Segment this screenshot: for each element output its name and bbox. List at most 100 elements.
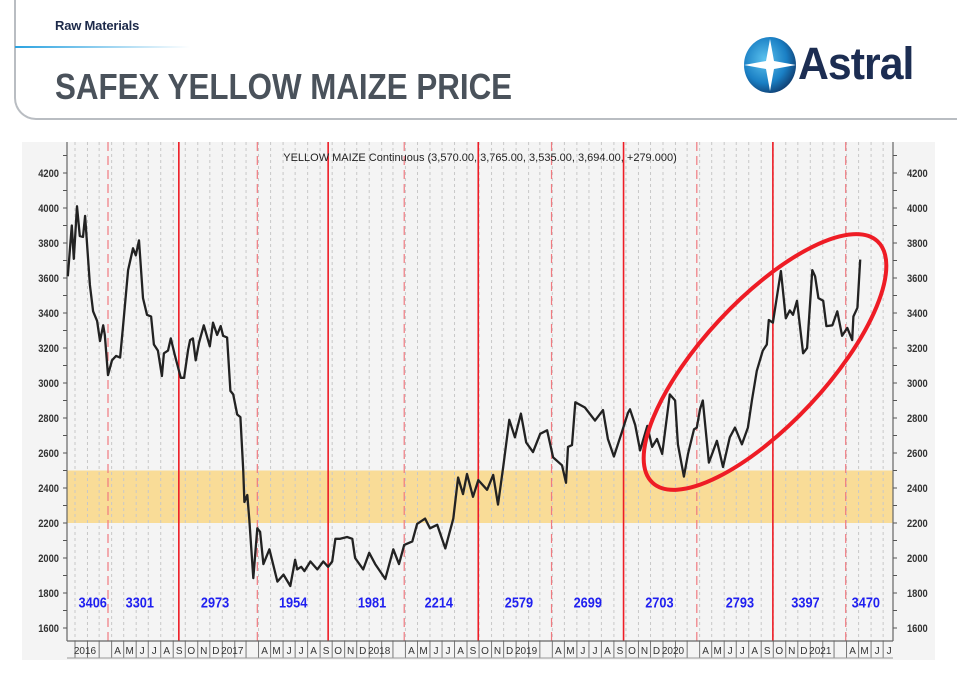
y-tick-label-right: 2200	[907, 518, 928, 530]
y-tick-label-left: 2000	[38, 553, 59, 565]
x-tick-label: D	[506, 646, 513, 657]
page-title: SAFEX YELLOW MAIZE PRICE	[55, 66, 513, 107]
x-tick-label: S	[764, 646, 771, 657]
period-average-label: 1981	[358, 594, 387, 611]
period-average-label: 2703	[645, 594, 674, 611]
x-tick-label: O	[775, 646, 783, 657]
logo-text: Astral	[798, 38, 914, 89]
astral-star-icon	[744, 37, 796, 93]
x-tick-label: J	[433, 646, 438, 657]
x-tick-label: O	[187, 646, 195, 657]
x-tick-label: S	[617, 646, 624, 657]
y-tick-label-right: 2800	[907, 413, 928, 425]
x-tick-label: S	[323, 646, 330, 657]
x-tick-label: J	[299, 646, 304, 657]
period-average-label: 3470	[852, 594, 881, 611]
x-tick-label: J	[875, 646, 880, 657]
x-tick-label: A	[457, 646, 464, 657]
y-tick-label-right: 4200	[907, 168, 928, 180]
y-tick-label-left: 1600	[38, 623, 59, 635]
y-tick-label-left: 3400	[38, 308, 59, 320]
x-tick-label: N	[347, 646, 354, 657]
y-tick-label-right: 2600	[907, 448, 928, 460]
y-tick-label-left: 2200	[38, 518, 59, 530]
y-tick-label-right: 1800	[907, 588, 928, 600]
x-tick-label: A	[849, 646, 856, 657]
period-average-label: 2699	[574, 594, 603, 611]
price-line	[66, 205, 862, 588]
y-tick-label-right: 3200	[907, 343, 928, 355]
x-tick-label: M	[714, 646, 722, 657]
chart-title: YELLOW MAIZE Continuous (3,570.00, 3,765…	[283, 152, 677, 164]
x-tick-label: M	[860, 646, 868, 657]
x-tick-label: J	[140, 646, 145, 657]
header-frame	[14, 0, 957, 120]
section-label: Raw Materials	[55, 18, 140, 33]
x-tick-label: M	[419, 646, 427, 657]
x-tick-label: A	[163, 646, 170, 657]
y-tick-label-left: 4000	[38, 203, 59, 215]
y-tick-label-right: 3800	[907, 238, 928, 250]
period-average-label: 3397	[791, 594, 820, 611]
x-tick-label: D	[653, 646, 660, 657]
x-tick-label: N	[200, 646, 207, 657]
y-tick-label-left: 3000	[38, 378, 59, 390]
y-tick-label-left: 3200	[38, 343, 59, 355]
x-tick-label: 2018	[368, 646, 391, 657]
x-tick-label: A	[114, 646, 121, 657]
x-tick-label: A	[702, 646, 709, 657]
x-tick-label: N	[788, 646, 795, 657]
period-average-label: 2793	[726, 594, 755, 611]
accent-line	[15, 46, 190, 48]
x-tick-label: J	[592, 646, 597, 657]
x-tick-label: 2016	[74, 646, 97, 657]
x-tick-label: J	[728, 646, 733, 657]
x-tick-label: M	[272, 646, 280, 657]
x-tick-label: N	[641, 646, 648, 657]
y-tick-label-left: 2800	[38, 413, 59, 425]
x-tick-label: 2019	[515, 646, 538, 657]
y-tick-label-right: 2400	[907, 483, 928, 495]
y-tick-label-right: 4000	[907, 203, 928, 215]
x-tick-label: 2020	[662, 646, 685, 657]
x-tick-label: J	[287, 646, 292, 657]
x-tick-label: D	[800, 646, 807, 657]
astral-logo: Astral	[742, 36, 942, 96]
x-tick-label: J	[740, 646, 745, 657]
x-tick-label: M	[126, 646, 134, 657]
highlight-ellipse	[641, 232, 889, 492]
period-average-label: 1954	[279, 594, 308, 611]
x-tick-label: O	[481, 646, 489, 657]
x-tick-label: D	[359, 646, 366, 657]
period-average-label: 2973	[201, 594, 230, 611]
x-tick-label: A	[555, 646, 562, 657]
period-average-label: 2579	[505, 594, 534, 611]
y-tick-label-left: 1800	[38, 588, 59, 600]
x-tick-label: 2021	[809, 646, 832, 657]
x-tick-label: J	[446, 646, 451, 657]
y-tick-label-right: 1600	[907, 623, 928, 635]
x-tick-label: J	[152, 646, 157, 657]
x-tick-label: A	[261, 646, 268, 657]
y-tick-label-right: 3400	[907, 308, 928, 320]
x-tick-label: A	[604, 646, 611, 657]
x-tick-label: M	[566, 646, 574, 657]
x-tick-label: N	[494, 646, 501, 657]
period-average-label: 3301	[126, 594, 155, 611]
period-average-label: 2214	[425, 594, 454, 611]
support-band	[67, 470, 893, 523]
x-tick-label: O	[628, 646, 636, 657]
x-tick-label: A	[751, 646, 758, 657]
x-tick-label: S	[470, 646, 477, 657]
price-chart: 1600 1600 1800 1800 2000 2000 2200 2200 2400 2400…	[22, 142, 935, 660]
y-tick-label-left: 3600	[38, 273, 59, 285]
x-tick-label: S	[176, 646, 183, 657]
y-tick-label-left: 2400	[38, 483, 59, 495]
y-tick-label-left: 2600	[38, 448, 59, 460]
period-average-label: 3406	[79, 594, 108, 611]
x-tick-label: J	[580, 646, 585, 657]
x-tick-label: D	[212, 646, 219, 657]
x-tick-label: 2017	[221, 646, 244, 657]
y-tick-label-right: 2000	[907, 553, 928, 565]
y-tick-label-right: 3600	[907, 273, 928, 285]
